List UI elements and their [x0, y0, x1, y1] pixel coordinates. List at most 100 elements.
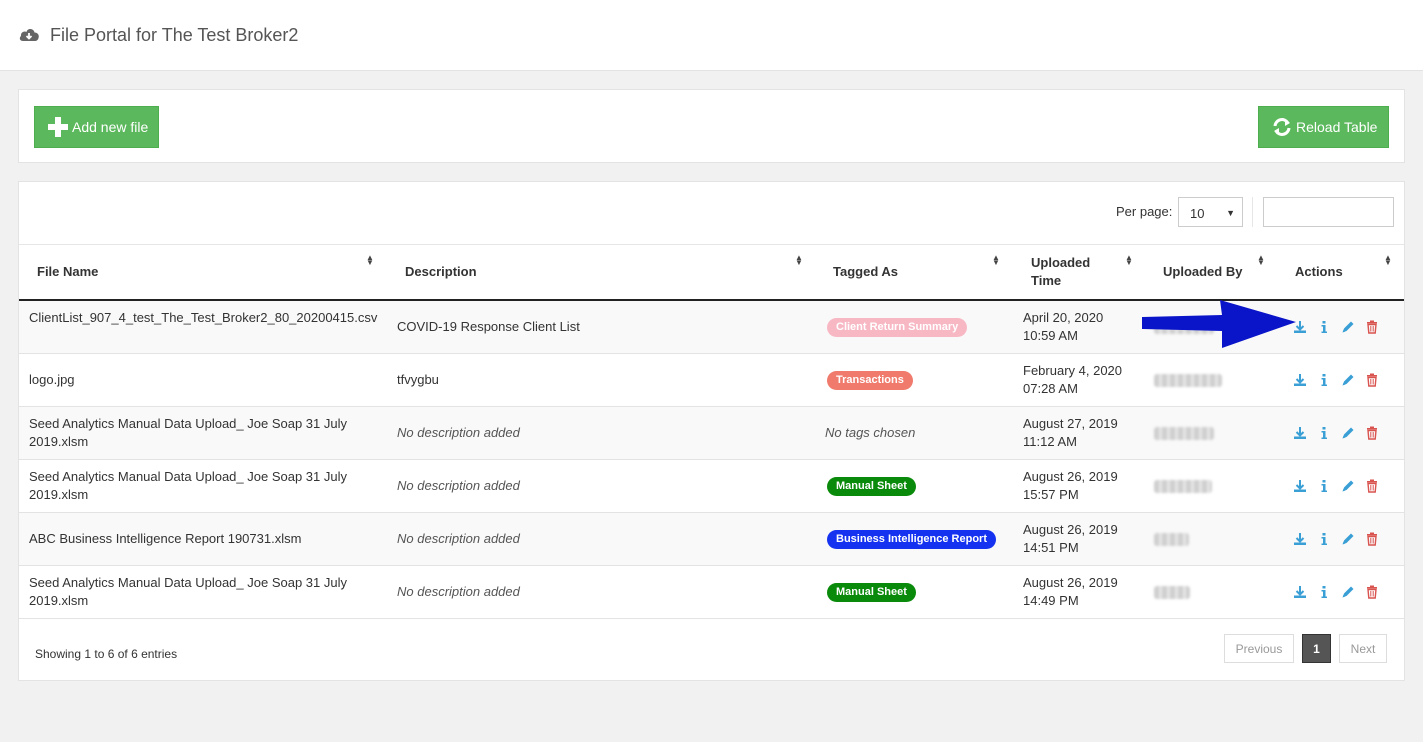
uploaded-time-cell: February 4, 2020 07:28 AM: [1023, 362, 1143, 398]
tag-cell: Business Intelligence Report: [827, 529, 996, 549]
info-icon[interactable]: [1316, 584, 1332, 600]
upload-date: February 4, 2020: [1023, 363, 1123, 378]
table-row: Seed Analytics Manual Data Upload_ Joe S…: [19, 460, 1404, 513]
reload-table-button[interactable]: Reload Table: [1258, 106, 1389, 148]
file-name-cell: Seed Analytics Manual Data Upload_ Joe S…: [29, 416, 347, 449]
download-icon[interactable]: [1292, 531, 1308, 547]
info-icon[interactable]: [1316, 531, 1332, 547]
edit-pencil-icon[interactable]: [1340, 372, 1356, 388]
sort-icon: ▲ ▼: [1257, 253, 1265, 267]
info-icon[interactable]: [1316, 425, 1332, 441]
per-page-select[interactable]: 10 ▼: [1178, 197, 1243, 227]
refresh-icon: [1273, 118, 1291, 136]
row-actions: [1292, 584, 1382, 602]
download-icon[interactable]: [1292, 425, 1308, 441]
uploaded-by-blurred: [1154, 586, 1190, 599]
edit-pencil-icon[interactable]: [1340, 531, 1356, 547]
download-icon[interactable]: [1292, 584, 1308, 600]
edit-pencil-icon[interactable]: [1340, 425, 1356, 441]
tag-cell: Manual Sheet: [827, 476, 916, 496]
download-icon[interactable]: [1292, 478, 1308, 494]
uploaded-by-blurred: [1154, 427, 1214, 440]
description-cell: No description added: [397, 425, 520, 440]
reload-table-label: Reload Table: [1296, 119, 1378, 135]
file-name-cell: Seed Analytics Manual Data Upload_ Joe S…: [29, 469, 347, 502]
upload-time: 11:12 AM: [1023, 434, 1077, 449]
page-title: File Portal for The Test Broker2: [50, 25, 299, 45]
table-row: ABC Business Intelligence Report 190731.…: [19, 513, 1404, 566]
delete-trash-icon[interactable]: [1364, 372, 1380, 388]
caret-down-icon: ▼: [1226, 208, 1235, 218]
row-actions: [1292, 531, 1382, 549]
tag-cell: Transactions: [827, 370, 913, 390]
upload-time: 14:49 PM: [1023, 593, 1079, 608]
column-header-tagged-as[interactable]: Tagged As ▲ ▼: [833, 253, 1000, 280]
sort-icon: ▲ ▼: [1384, 253, 1392, 267]
description-cell: No description added: [397, 531, 520, 546]
upload-time: 14:51 PM: [1023, 540, 1079, 555]
uploaded-by-blurred: [1154, 374, 1222, 387]
tag-badge: Manual Sheet: [827, 477, 916, 496]
add-new-file-label: Add new file: [72, 119, 149, 135]
upload-date: August 26, 2019: [1023, 522, 1118, 537]
edit-pencil-icon[interactable]: [1340, 478, 1356, 494]
toolbar-panel: Add new file Reload Table: [18, 89, 1405, 163]
upload-date: August 26, 2019: [1023, 469, 1118, 484]
column-header-description[interactable]: Description ▲ ▼: [405, 253, 803, 280]
add-new-file-button[interactable]: Add new file: [34, 106, 159, 148]
info-icon[interactable]: [1316, 319, 1332, 335]
table-row: Seed Analytics Manual Data Upload_ Joe S…: [19, 566, 1404, 619]
upload-date: August 26, 2019: [1023, 575, 1118, 590]
delete-trash-icon[interactable]: [1364, 531, 1380, 547]
per-page-label: Per page:: [1116, 204, 1173, 219]
delete-trash-icon[interactable]: [1364, 319, 1380, 335]
uploaded-time-cell: August 26, 2019 15:57 PM: [1023, 468, 1143, 504]
column-header-uploaded-time[interactable]: Uploaded Time ▲ ▼: [1031, 253, 1133, 289]
sort-icon: ▲ ▼: [1125, 253, 1133, 267]
uploaded-by-blurred: [1154, 480, 1212, 493]
row-actions: [1292, 372, 1382, 390]
pagination-next[interactable]: Next: [1339, 634, 1387, 663]
file-name-cell: Seed Analytics Manual Data Upload_ Joe S…: [29, 575, 347, 608]
upload-date: August 27, 2019: [1023, 416, 1118, 431]
cloud-download-icon: [19, 29, 39, 41]
column-header-uploaded-by[interactable]: Uploaded By ▲ ▼: [1163, 253, 1265, 280]
uploaded-time-cell: April 20, 2020 10:59 AM: [1023, 309, 1143, 345]
table-row: Seed Analytics Manual Data Upload_ Joe S…: [19, 407, 1404, 460]
sort-icon: ▲ ▼: [992, 253, 1000, 267]
pagination-page-1[interactable]: 1: [1302, 634, 1331, 663]
description-cell: tfvygbu: [397, 372, 439, 387]
sort-icon: ▲ ▼: [795, 253, 803, 267]
search-input[interactable]: [1263, 197, 1394, 227]
column-header-actions[interactable]: Actions ▲ ▼: [1295, 253, 1392, 280]
top-bar: File Portal for The Test Broker2: [0, 0, 1423, 71]
info-icon[interactable]: [1316, 372, 1332, 388]
upload-date: April 20, 2020: [1023, 310, 1104, 325]
table-row: ClientList_907_4_test_The_Test_Broker2_8…: [19, 301, 1404, 354]
files-table-panel: Per page: 10 ▼ File Name ▲ ▼ Description …: [18, 181, 1405, 681]
upload-time: 07:28 AM: [1023, 381, 1078, 396]
delete-trash-icon[interactable]: [1364, 584, 1380, 600]
info-icon[interactable]: [1316, 478, 1332, 494]
description-cell: No description added: [397, 584, 520, 599]
edit-pencil-icon[interactable]: [1340, 319, 1356, 335]
row-actions: [1292, 425, 1382, 443]
tag-badge: Business Intelligence Report: [827, 530, 996, 549]
tag-badge: Client Return Summary: [827, 318, 968, 337]
file-name-cell: ABC Business Intelligence Report 190731.…: [29, 531, 302, 546]
download-icon[interactable]: [1292, 372, 1308, 388]
download-icon[interactable]: [1292, 319, 1308, 335]
uploaded-time-cell: August 26, 2019 14:51 PM: [1023, 521, 1143, 557]
annotation-arrow-icon: [1142, 300, 1296, 348]
delete-trash-icon[interactable]: [1364, 425, 1380, 441]
uploaded-time-cell: August 27, 2019 11:12 AM: [1023, 415, 1143, 451]
tag-badge: Manual Sheet: [827, 583, 916, 602]
upload-time: 10:59 AM: [1023, 328, 1078, 343]
pagination-previous[interactable]: Previous: [1224, 634, 1294, 663]
column-header-file-name[interactable]: File Name ▲ ▼: [37, 253, 374, 280]
tag-cell: Client Return Summary: [827, 317, 968, 337]
edit-pencil-icon[interactable]: [1340, 584, 1356, 600]
delete-trash-icon[interactable]: [1364, 478, 1380, 494]
entries-info: Showing 1 to 6 of 6 entries: [35, 647, 178, 661]
uploaded-time-cell: August 26, 2019 14:49 PM: [1023, 574, 1143, 610]
